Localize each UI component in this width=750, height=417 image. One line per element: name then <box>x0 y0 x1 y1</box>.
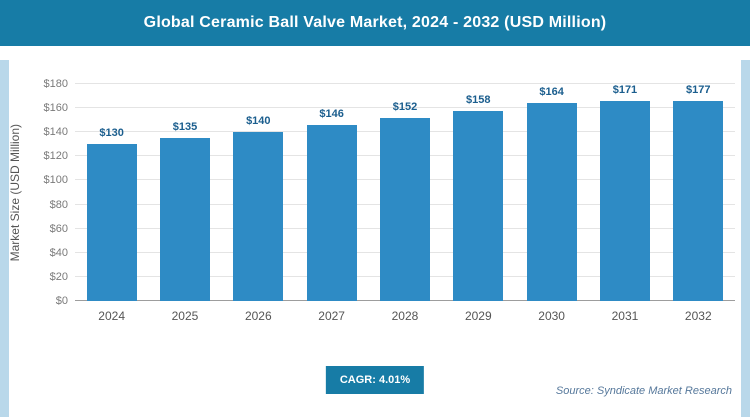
x-axis-label: 2031 <box>611 309 639 323</box>
bar <box>599 101 650 301</box>
bar-column: $135 <box>154 84 216 301</box>
x-axis-label: 2026 <box>244 309 272 323</box>
bar <box>306 125 357 301</box>
bar <box>86 144 137 301</box>
y-tick-label: $80 <box>49 198 68 211</box>
x-axis-label: 2030 <box>538 309 565 323</box>
x-axis-label: 2032 <box>684 309 712 323</box>
bar-column: $177 <box>667 84 729 301</box>
left-edge-strip <box>0 60 9 417</box>
bar-value-label: $146 <box>319 108 344 120</box>
header-bar: Global Ceramic Ball Valve Market, 2024 -… <box>0 0 750 46</box>
gridline <box>75 83 735 84</box>
x-axis-label: 2025 <box>171 309 199 323</box>
right-edge-strip <box>741 60 750 417</box>
bar <box>526 103 577 301</box>
bar <box>673 101 724 301</box>
bar-value-label: $140 <box>246 115 271 128</box>
y-tick-label: $0 <box>55 295 68 307</box>
bar-column: $152 <box>374 84 436 301</box>
y-tick-label: $100 <box>43 174 68 187</box>
bar-column: $171 <box>594 84 656 301</box>
bar-column: $146 <box>301 84 363 301</box>
bar <box>453 110 504 301</box>
y-tick-label: $60 <box>49 222 68 235</box>
y-tick-label: $40 <box>49 246 68 259</box>
bar-column: $164 <box>521 84 583 301</box>
y-tick-label: $140 <box>43 126 68 139</box>
bar <box>379 117 430 301</box>
bar-column: $158 <box>447 84 509 301</box>
bar <box>159 138 210 301</box>
x-axis-labels: 2024 2025 2026 2027 2028 2029 2030 2031 2032 <box>75 309 735 323</box>
bar-value-label: $171 <box>612 84 638 96</box>
bar-column: $130 <box>81 84 143 301</box>
gridline <box>75 107 735 109</box>
x-axis-label: 2024 <box>98 309 125 323</box>
bar-value-label: $177 <box>686 84 711 96</box>
x-axis-label: 2029 <box>464 309 492 323</box>
plot-area: $130 $135 $140 $146 $152 $158 $164 $171 $177 <box>75 83 735 301</box>
y-tick-label: $160 <box>43 102 68 115</box>
x-axis-label: 2028 <box>391 309 419 323</box>
bar-value-label: $152 <box>392 100 418 113</box>
bar-column: $140 <box>227 84 289 301</box>
cagr-label: CAGR: 4.01% <box>339 374 411 386</box>
bar-value-label: $158 <box>466 93 491 106</box>
bar-value-label: $130 <box>99 127 124 140</box>
bar-value-label: $164 <box>539 86 564 99</box>
cagr-badge: CAGR: 4.01% <box>325 366 425 394</box>
y-tick-label: $20 <box>49 270 68 283</box>
y-tick-label: $120 <box>43 150 68 163</box>
source-text: Source: Syndicate Market Research <box>555 385 732 397</box>
bar <box>233 132 284 301</box>
bar-value-label: $135 <box>172 121 198 134</box>
y-axis-ticks: $0 $20 $40 $60 $80 $100 $120 $140 $160 $180 <box>0 78 68 307</box>
x-axis-label: 2027 <box>318 309 345 323</box>
bars-layer: $130 $135 $140 $146 $152 $158 $164 $171 $177 <box>75 84 735 301</box>
y-tick-label: $180 <box>43 78 68 90</box>
page-title: Global Ceramic Ball Valve Market, 2024 -… <box>143 14 607 31</box>
